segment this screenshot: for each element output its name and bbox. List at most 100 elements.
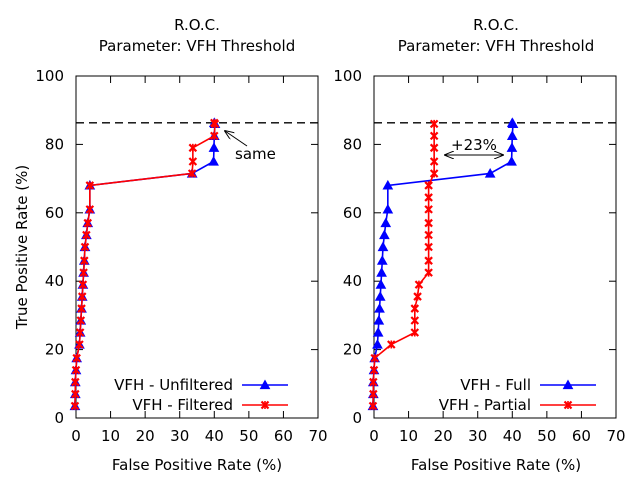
left-annotation-arrow [225,131,248,147]
left-series-1-point [208,142,220,152]
right-y-tick-label: 60 [343,204,362,222]
right-series-1-line [372,122,514,407]
left-x-tick-label: 70 [308,427,327,445]
left-series-2-point [71,365,81,375]
left-series-1-point [208,155,219,166]
left-series-2-point [188,143,198,153]
right-series-2-point [414,280,424,289]
left-x-tick-label: 20 [136,427,155,445]
left-y-tick-label: 0 [54,409,64,427]
right-x-tick-label: 20 [434,427,453,445]
left-x-axis-label: False Positive Rate (%) [112,456,282,474]
right-series-1-point [375,279,387,289]
right-series-2-point [369,377,378,387]
right-series-2-point [410,316,420,325]
right-series-1-point [382,203,394,214]
left-legend-series-1-label: VFH - Unfiltered [114,376,233,394]
right-series-1-point [380,217,392,228]
right-series-1-point [374,303,385,313]
right-series-2-point [429,169,439,178]
left-series-2-point [83,218,93,228]
left-series-2-point [75,340,84,349]
left-series-2-point [79,268,88,277]
right-y-tick-label: 80 [343,135,362,153]
right-chart-subtitle: Parameter: VFH Threshold [398,37,594,55]
right-series-2-point [410,304,420,313]
left-y-axis-label: True Positive Rate (%) [13,165,31,330]
right-legend-series-2-label: VFH - Partial [439,396,531,414]
right-x-tick-label: 70 [606,427,625,445]
left-series-2-point [75,328,85,337]
left-y-tick-label: 60 [45,204,64,222]
left-series-2-point [210,131,219,141]
left-x-tick-label: 60 [274,427,293,445]
right-legend-series-1-label: VFH - Full [460,376,531,394]
right-series-1-point [506,130,518,140]
right-series-2-point [387,340,396,349]
right-series-2-point [424,268,433,277]
left-legend-series-1-marker [259,379,271,390]
right-legend-series-1-marker [562,379,574,390]
left-x-tick-label: 50 [239,427,258,445]
left-series-2-point [210,118,219,128]
right-series-1-point [506,142,518,152]
left-series-2-point [188,157,198,166]
left-series-2-point [71,377,80,387]
right-series-1-point [382,179,394,190]
right-legend-series-2-marker [563,400,573,410]
right-y-tick-label: 20 [343,341,362,359]
right-chart-title: R.O.C. [473,16,519,34]
right-plot-frame [373,75,617,419]
right-legend: VFH - Full VFH - Partial [439,376,596,414]
left-legend: VFH - Unfiltered VFH - Filtered [114,376,288,414]
left-plot-frame [75,75,319,419]
right-series-1-point [506,155,517,166]
right-series-2-point [429,143,439,153]
right-series-2-point [370,353,379,363]
right-x-tick-label: 30 [468,427,487,445]
left-series-2-point [80,242,90,252]
roc-panel-left: R.O.C. Parameter: VFH Threshold 0 10 20 30 4… [13,16,328,474]
left-series-2-point [77,304,86,313]
right-series-1-point [376,255,388,265]
left-series-2-point [85,181,95,190]
right-annotation-gain: +23% [451,136,497,154]
left-y-tick-label: 100 [35,67,64,85]
right-x-axis-label: False Positive Rate (%) [411,456,581,474]
left-series-2-point [70,401,80,411]
right-series-2-point [424,256,433,265]
right-series-2-point [424,181,433,190]
right-series-2-point [369,365,379,375]
left-x-tick-label: 40 [205,427,224,445]
right-y-tick-label: 0 [352,409,362,427]
right-series-1-point [506,117,518,127]
right-x-tick-label: 10 [399,427,418,445]
left-x-tick-label: 10 [101,427,120,445]
left-series-2-point [78,280,88,289]
left-series-2-point [80,256,89,265]
right-series-1-point [484,167,496,178]
right-series-2-point [424,193,433,202]
right-series-2-point [424,205,433,214]
left-legend-series-2-label: VFH - Filtered [132,396,233,414]
left-y-tick-label: 40 [45,272,64,290]
right-series-2-point [429,131,439,141]
right-series-2-point [413,292,422,301]
right-series-1-point [372,326,384,337]
left-chart-title: R.O.C. [174,16,220,34]
right-series-2-point [410,328,420,337]
right-series-1-point [379,229,390,240]
left-plot-area: 0 10 20 30 40 50 60 70 0 20 40 60 80 100 [35,67,327,445]
right-series-1-point [374,291,386,301]
left-chart-subtitle: Parameter: VFH Threshold [99,37,295,55]
right-series-1-point [377,241,389,252]
left-y-tick-label: 20 [45,341,64,359]
left-annotation-same: same [235,145,276,163]
right-x-tick-label: 40 [503,427,522,445]
left-legend-series-2-marker [260,400,270,410]
roc-panel-right: R.O.C. Parameter: VFH Threshold 0 10 20 30 4… [333,16,625,474]
left-x-tick-label: 30 [170,427,189,445]
right-series-1-point [376,267,387,277]
left-series-2-point [71,389,80,399]
left-series-2-point [77,292,87,301]
